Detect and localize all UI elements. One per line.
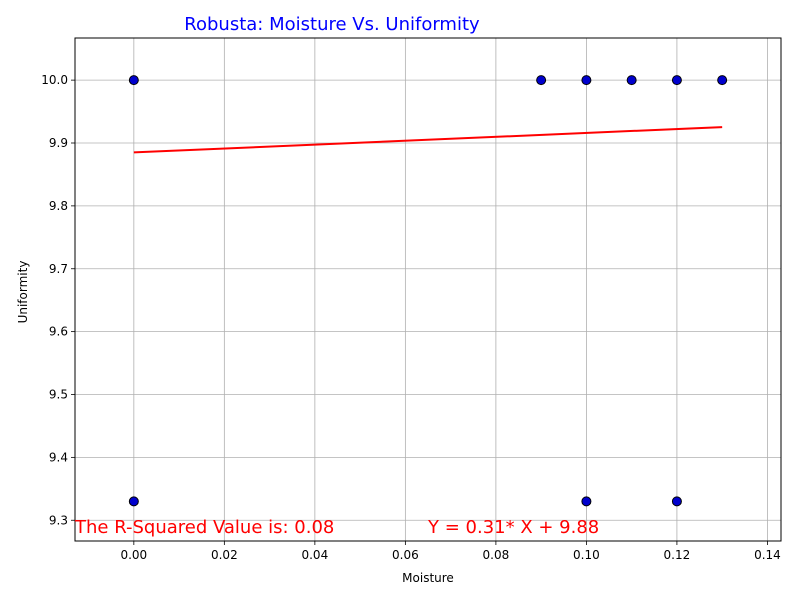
x-tick-label: 0.08 [483,548,510,562]
data-point [128,75,139,86]
data-point [536,75,547,86]
y-axis-label: Uniformity [16,261,30,324]
x-tick-label: 0.14 [754,548,781,562]
x-tick-label: 0.00 [120,548,147,562]
y-axis-ticks: 9.3 9.4 9.5 9.6 9.7 9.8 9.9 10.0 [41,73,75,527]
regression-line [133,126,723,154]
axes [74,37,782,542]
y-tick-label: 9.4 [49,450,68,464]
r-squared-annotation: The R-Squared Value is: 0.08 [74,517,334,538]
chart-title: Robusta: Moisture Vs. Uniformity [184,14,480,35]
y-tick-label: 9.8 [49,199,68,213]
y-tick-label: 10.0 [41,73,68,87]
data-point [717,75,728,86]
x-axis-ticks: 0.00 0.02 0.04 0.06 0.08 0.10 0.12 0.14 [120,541,781,562]
x-tick-label: 0.06 [392,548,419,562]
x-tick-label: 0.10 [573,548,600,562]
x-tick-label: 0.02 [211,548,238,562]
data-point [671,496,682,507]
x-tick-label: 0.04 [301,548,328,562]
x-tick-label: 0.12 [664,548,691,562]
grid [75,38,781,541]
regression-equation-annotation: Y = 0.31* X + 9.88 [427,517,599,538]
regression-line-group [133,126,723,154]
y-tick-label: 9.3 [49,513,68,527]
data-point [128,496,139,507]
plot-frame [74,37,782,542]
data-point [671,75,682,86]
x-axis-label: Moisture [402,571,454,585]
data-points [128,75,728,507]
data-point [626,75,637,86]
y-tick-label: 9.7 [49,262,68,276]
y-tick-label: 9.6 [49,325,68,339]
y-tick-label: 9.5 [49,388,68,402]
data-point [581,75,592,86]
data-point [581,496,592,507]
y-tick-label: 9.9 [49,136,68,150]
